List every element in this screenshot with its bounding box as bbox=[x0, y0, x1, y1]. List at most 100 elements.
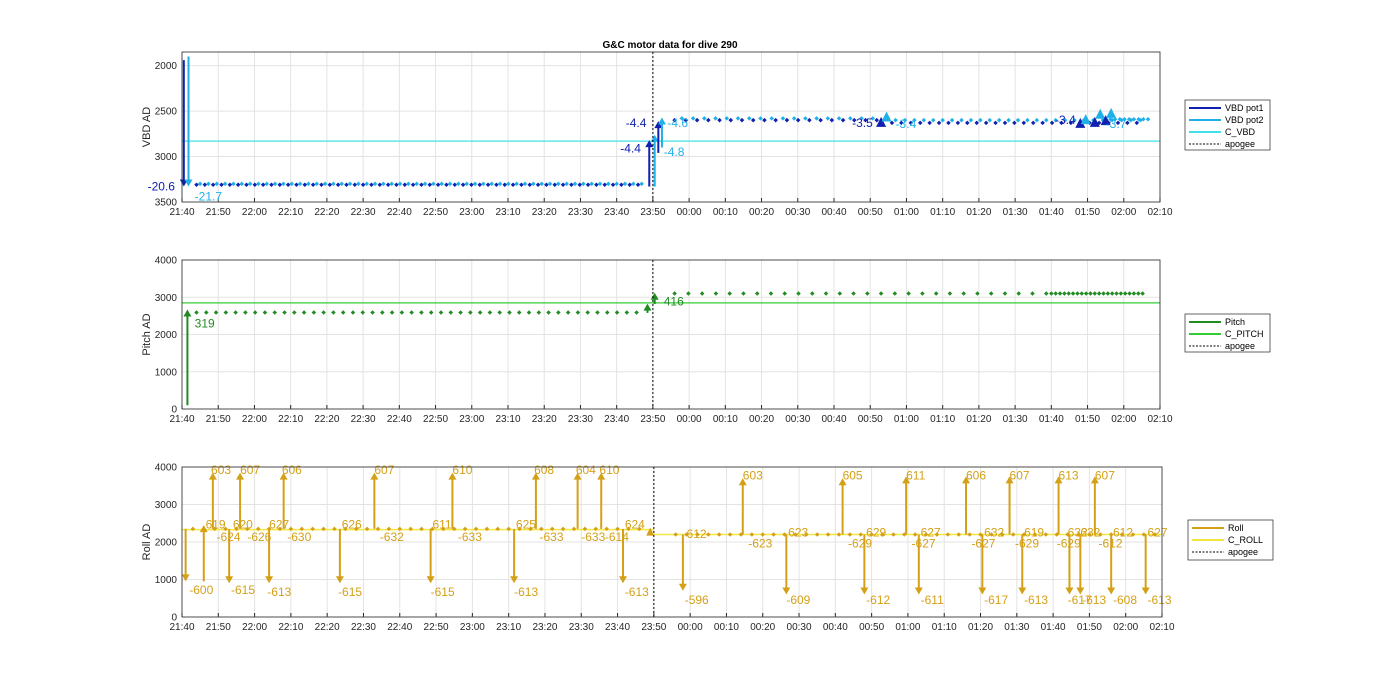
x-tick-label: 00:00 bbox=[677, 414, 702, 425]
roll-point bbox=[1130, 532, 1136, 537]
x-tick-label: 22:20 bbox=[314, 207, 339, 218]
pitch-point bbox=[933, 291, 939, 296]
pitch-point bbox=[1105, 291, 1111, 296]
x-tick-label: 00:50 bbox=[858, 207, 883, 218]
roll-annotation: 612 bbox=[1113, 526, 1133, 540]
pitch-point bbox=[311, 310, 317, 315]
x-tick-label: 01:00 bbox=[894, 207, 919, 218]
roll-annotation: 623 bbox=[788, 526, 808, 540]
x-tick-label: 22:00 bbox=[242, 622, 267, 633]
x-tick-label: 21:40 bbox=[169, 207, 194, 218]
pitch-point bbox=[507, 310, 512, 315]
roll-annotation: 627 bbox=[1147, 526, 1167, 540]
roll-annotation: -624 bbox=[216, 530, 240, 544]
x-tick-label: 22:30 bbox=[351, 622, 376, 633]
vbd-pot1-point bbox=[502, 182, 508, 187]
pitch-point bbox=[1062, 291, 1067, 296]
x-tick-label: 01:40 bbox=[1041, 622, 1066, 633]
roll-annotation: -626 bbox=[247, 530, 271, 544]
roll-point bbox=[858, 532, 864, 537]
vbd-pot2-point bbox=[422, 181, 428, 187]
legend-label: apogee bbox=[1225, 139, 1255, 149]
pitch-point bbox=[837, 291, 843, 296]
roll-arrow-head bbox=[1065, 587, 1074, 595]
x-tick-label: 23:00 bbox=[459, 414, 484, 425]
vbd-pot2-point bbox=[356, 181, 361, 187]
pitch-point bbox=[975, 291, 980, 296]
x-tick-label: 23:40 bbox=[605, 622, 630, 633]
roll-point bbox=[560, 526, 566, 532]
roll-arrow-head bbox=[962, 476, 970, 484]
roll-annotation: -615 bbox=[338, 585, 362, 599]
pitch-axes: 21:40 21:50 22:00 22:10 22:20 22:30 22:40 22:50… bbox=[141, 256, 1271, 425]
roll-point bbox=[386, 526, 392, 532]
x-tick-label: 01:20 bbox=[966, 207, 991, 218]
roll-annotation: -613 bbox=[1082, 593, 1106, 607]
roll-annotation: -614 bbox=[605, 530, 629, 544]
x-tick-label: 00:10 bbox=[714, 622, 739, 633]
y-axis-label: Pitch AD bbox=[141, 313, 153, 355]
x-tick-label: 22:40 bbox=[387, 622, 412, 633]
roll-point bbox=[310, 526, 315, 532]
roll-arrow-head bbox=[1018, 587, 1027, 595]
pitch-arrow-head bbox=[183, 309, 192, 317]
pitch-point bbox=[1127, 291, 1132, 296]
roll-annotation: 608 bbox=[534, 463, 554, 477]
roll-point bbox=[593, 526, 599, 532]
vbd-pot2-point bbox=[389, 181, 394, 187]
roll-annotation: 632 bbox=[1068, 526, 1088, 540]
x-tick-label: 02:10 bbox=[1147, 414, 1172, 425]
x-tick-label: 02:10 bbox=[1147, 207, 1172, 218]
roll-annotation: 627 bbox=[269, 517, 289, 531]
vbd-pot2-point bbox=[1072, 117, 1077, 123]
roll-annotation: 619 bbox=[1024, 526, 1044, 540]
vbd-pot2-point bbox=[1145, 117, 1151, 122]
vbd-pot2-point bbox=[331, 181, 336, 187]
pitch-point bbox=[892, 291, 898, 296]
roll-point bbox=[615, 526, 620, 532]
roll-annotation: -613 bbox=[514, 585, 538, 599]
roll-annotation: -612 bbox=[866, 593, 890, 607]
roll-arrow-head bbox=[1107, 587, 1116, 595]
vbd-arrow-head bbox=[657, 117, 666, 125]
x-tick-label: 23:10 bbox=[495, 414, 520, 425]
pitch-point bbox=[947, 291, 953, 296]
pitch-point bbox=[516, 310, 522, 315]
vbd-pot2-point bbox=[1122, 117, 1127, 122]
vbd-pot2-point bbox=[406, 181, 411, 187]
roll-annotation: -612 bbox=[1098, 537, 1122, 551]
x-tick-label: 23:50 bbox=[640, 207, 665, 218]
roll-annotation: -629 bbox=[848, 537, 872, 551]
roll-annotation: 604 bbox=[576, 463, 596, 477]
y-axis-label: VBD AD bbox=[141, 107, 153, 147]
roll-annotation: -600 bbox=[189, 583, 213, 597]
roll-annotation: -608 bbox=[1113, 593, 1137, 607]
x-tick-label: 00:30 bbox=[785, 207, 810, 218]
roll-annotation: 610 bbox=[452, 463, 472, 477]
y-tick-label: 0 bbox=[171, 405, 177, 416]
x-tick-label: 22:20 bbox=[314, 414, 339, 425]
pitch-point bbox=[1057, 291, 1063, 296]
pitch-point bbox=[1075, 291, 1080, 296]
vbd-pot2-point bbox=[481, 181, 486, 187]
roll-point bbox=[956, 532, 962, 537]
vbd-annotation: -3.4 bbox=[896, 117, 917, 131]
roll-point bbox=[539, 526, 544, 532]
vbd-pot2-point bbox=[256, 181, 261, 187]
vbd-pot2-point bbox=[397, 181, 403, 187]
roll-annotation: 607 bbox=[240, 463, 260, 477]
vbd-pot2-point bbox=[281, 181, 286, 187]
pitch-point bbox=[713, 291, 719, 296]
roll-arrow-head bbox=[208, 472, 217, 480]
y-tick-label: 1000 bbox=[155, 575, 178, 586]
pitch-point bbox=[409, 310, 414, 315]
vbd-pot1-point bbox=[444, 182, 449, 187]
pitch-point bbox=[634, 310, 639, 315]
roll-arrow-head bbox=[1141, 587, 1150, 595]
pitch-point bbox=[796, 291, 801, 296]
vbd-triangle-marker bbox=[1100, 115, 1111, 126]
x-tick-label: 01:00 bbox=[895, 622, 920, 633]
vbd-pot2-point bbox=[339, 181, 345, 187]
vbd-pot1-point bbox=[494, 182, 499, 187]
pitch-point bbox=[1109, 291, 1115, 296]
